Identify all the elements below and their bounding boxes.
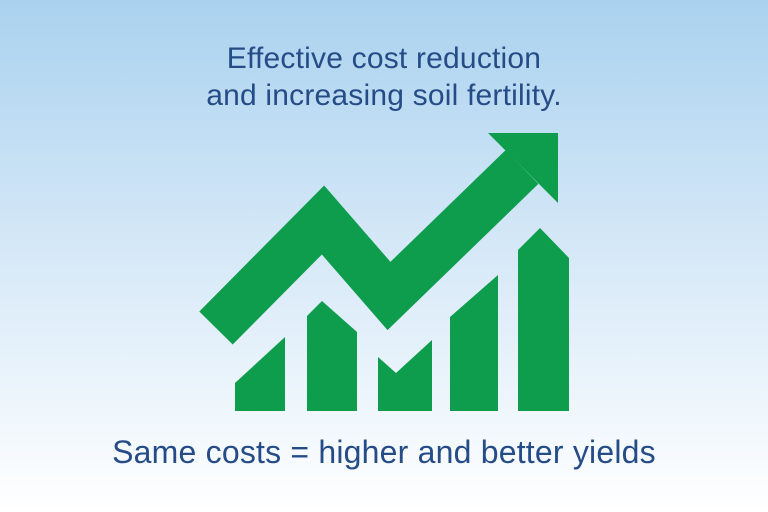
headline-line2: and increasing soil fertility.: [206, 79, 562, 112]
bar-5: [518, 228, 569, 411]
bar-1: [235, 337, 285, 411]
bar-2: [307, 301, 357, 411]
headline-line1: Effective cost reduction: [226, 42, 542, 75]
bar-3: [378, 340, 432, 411]
headline: Effective cost reduction and increasing …: [0, 40, 768, 114]
trend-arrow-shaft-icon: [199, 150, 539, 345]
bar-4: [450, 275, 498, 411]
caption: Same costs = higher and better yields: [112, 434, 656, 470]
trend-arrow-head-icon: [488, 133, 558, 203]
